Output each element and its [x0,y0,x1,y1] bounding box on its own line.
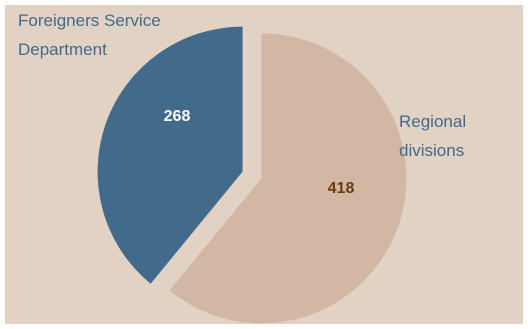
slice-label-foreigners-line-1: Foreigners Service [18,11,161,30]
slice-label-regional-line-1: Regional [399,112,467,131]
pie-slice-foreigners [97,26,243,284]
pie-slice-regional [169,33,407,324]
slice-label-foreigners: Foreigners Service Department [18,6,161,64]
value-label-regional: 418 [327,180,355,197]
value-label-foreigners: 268 [163,108,191,125]
slice-label-regional-line-2: divisions [399,141,465,160]
slice-label-regional: Regional divisions [399,107,466,165]
slice-label-foreigners-line-2: Department [18,40,107,59]
